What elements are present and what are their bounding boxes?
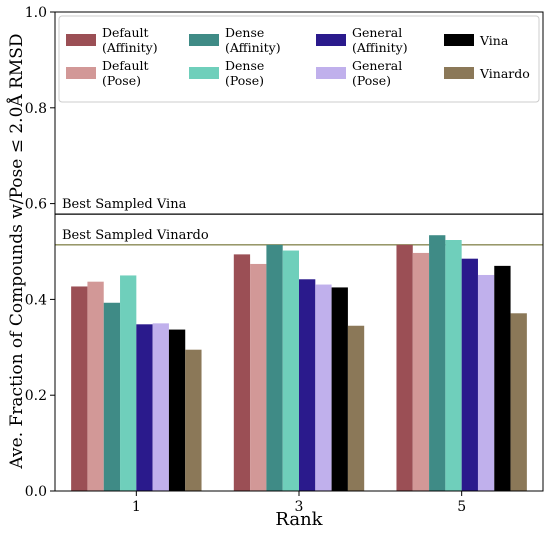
legend-swatch	[66, 34, 96, 46]
y-tick-label: 0.0	[25, 484, 47, 500]
legend-label: Dense	[225, 25, 264, 40]
bar	[185, 349, 202, 491]
bar	[136, 324, 153, 491]
bar	[120, 275, 137, 491]
bars	[71, 235, 527, 491]
bar	[494, 265, 511, 491]
legend-label: (Pose)	[352, 73, 391, 88]
bar	[168, 329, 186, 491]
legend-swatch	[66, 67, 96, 79]
reference-line-label: Best Sampled Vina	[62, 197, 187, 212]
legend-swatch	[316, 67, 346, 79]
legend-swatch	[189, 34, 219, 46]
legend: Default(Affinity)Default(Pose)Dense(Affi…	[58, 15, 540, 103]
bar	[71, 286, 88, 491]
legend-label: Default	[102, 25, 149, 40]
y-tick-label: 0.4	[25, 292, 47, 308]
bar	[396, 244, 413, 491]
legend-label: General	[352, 58, 402, 73]
bar	[250, 263, 267, 491]
bar	[477, 274, 495, 491]
legend-label: (Affinity)	[352, 40, 408, 55]
legend-label: Dense	[225, 58, 264, 73]
legend-label: Default	[102, 58, 149, 73]
x-tick-label: 5	[457, 499, 466, 515]
bar	[152, 323, 169, 491]
y-tick-label: 0.6	[25, 197, 47, 213]
bar	[103, 302, 121, 491]
legend-swatch	[444, 34, 474, 46]
bar	[266, 244, 283, 491]
y-axis: 0.0 0.2 0.4 0.6 0.8 1.0	[25, 5, 55, 500]
legend-swatch	[316, 34, 346, 46]
y-tick-label: 0.8	[25, 101, 47, 117]
bar	[282, 250, 299, 491]
legend-label: (Pose)	[225, 73, 264, 88]
bar	[461, 258, 478, 491]
y-tick-label: 0.2	[25, 388, 47, 404]
bar	[299, 279, 316, 491]
bar	[445, 240, 462, 491]
bar	[347, 325, 365, 491]
reference-line-label: Best Sampled Vinardo	[62, 228, 209, 243]
legend-label: (Affinity)	[225, 40, 281, 55]
bar	[429, 235, 446, 491]
bar	[233, 254, 251, 491]
y-tick-label: 1.0	[25, 5, 47, 21]
legend-label: (Affinity)	[102, 40, 158, 55]
x-tick-label: 1	[132, 499, 141, 515]
bar	[315, 284, 332, 491]
x-axis-label: Rank	[275, 509, 323, 530]
legend-swatch	[444, 67, 474, 79]
legend-frame	[58, 15, 540, 103]
legend-label: Vinardo	[479, 66, 530, 81]
bar	[412, 252, 430, 491]
y-axis-label: Ave. Fraction of Compounds w/Pose ≤ 2.0Å…	[6, 33, 27, 469]
bar	[87, 281, 104, 491]
legend-swatch	[189, 67, 219, 79]
legend-label: (Pose)	[102, 73, 141, 88]
bar	[331, 287, 348, 491]
bar	[510, 313, 527, 491]
x-tick-label: 3	[295, 499, 304, 515]
x-axis: 1 3 5	[132, 491, 466, 515]
legend-label: General	[352, 25, 402, 40]
legend-label: Vina	[479, 33, 509, 48]
